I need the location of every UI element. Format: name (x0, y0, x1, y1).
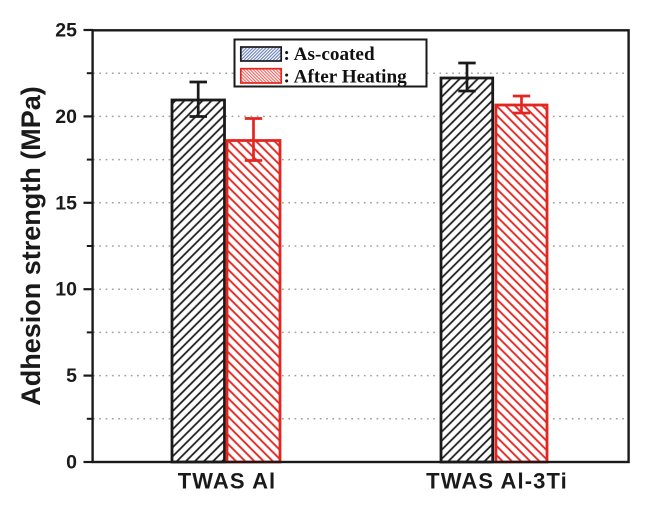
svg-text:0: 0 (66, 452, 77, 474)
svg-text:20: 20 (55, 106, 77, 128)
svg-text:TWAS Al-3Ti: TWAS Al-3Ti (426, 469, 568, 494)
svg-text:Adhesion strength (MPa): Adhesion strength (MPa) (16, 86, 46, 406)
svg-text:: After Heating: : After Heating (284, 66, 408, 87)
svg-text:25: 25 (55, 20, 77, 42)
svg-text:15: 15 (55, 192, 77, 214)
svg-text:: As-coated: : As-coated (284, 44, 375, 65)
svg-text:TWAS Al: TWAS Al (178, 469, 277, 494)
svg-text:10: 10 (55, 279, 77, 301)
svg-text:5: 5 (66, 365, 77, 387)
